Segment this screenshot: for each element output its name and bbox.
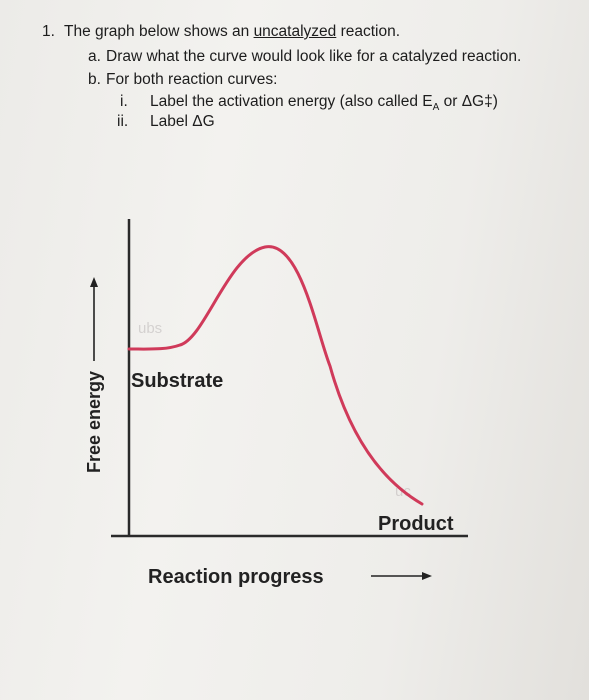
part-a-label: a. bbox=[88, 48, 101, 65]
subpart-i-text-end: or ΔG‡) bbox=[439, 93, 498, 110]
subpart-ii-label: ii. bbox=[117, 113, 129, 130]
subpart-i-text-start: Label the activation energy (also called… bbox=[150, 93, 433, 110]
substrate-label: Substrate bbox=[131, 370, 223, 392]
subpart-i-subscript: A bbox=[432, 102, 440, 114]
reaction-curve bbox=[127, 245, 424, 506]
part-a-text: Draw what the curve would look like for … bbox=[106, 48, 522, 65]
part-b-label: b. bbox=[88, 71, 101, 88]
lead-text-end: reaction. bbox=[336, 23, 401, 40]
lead-underlined-word: uncatalyzed bbox=[253, 23, 337, 40]
question-number: 1. bbox=[42, 23, 55, 40]
lead-text-start: The graph below shows an bbox=[64, 23, 254, 40]
subpart-i-label: i. bbox=[120, 93, 128, 110]
product-label: Product bbox=[378, 513, 454, 535]
x-axis-label: Reaction progress bbox=[148, 566, 324, 588]
question-lead: The graph below shows an uncatalyzed rea… bbox=[64, 23, 400, 41]
part-b-text: For both reaction curves: bbox=[106, 71, 278, 88]
bleed-through-mark: ubs bbox=[138, 320, 162, 337]
y-axis-arrow-icon bbox=[90, 277, 98, 287]
y-axis-label: Free energy bbox=[84, 371, 104, 473]
subpart-ii-text: Label ΔG bbox=[150, 113, 215, 130]
x-axis-arrow-icon bbox=[422, 572, 432, 580]
subpart-i-text: Label the activation energy (also called… bbox=[150, 93, 498, 113]
